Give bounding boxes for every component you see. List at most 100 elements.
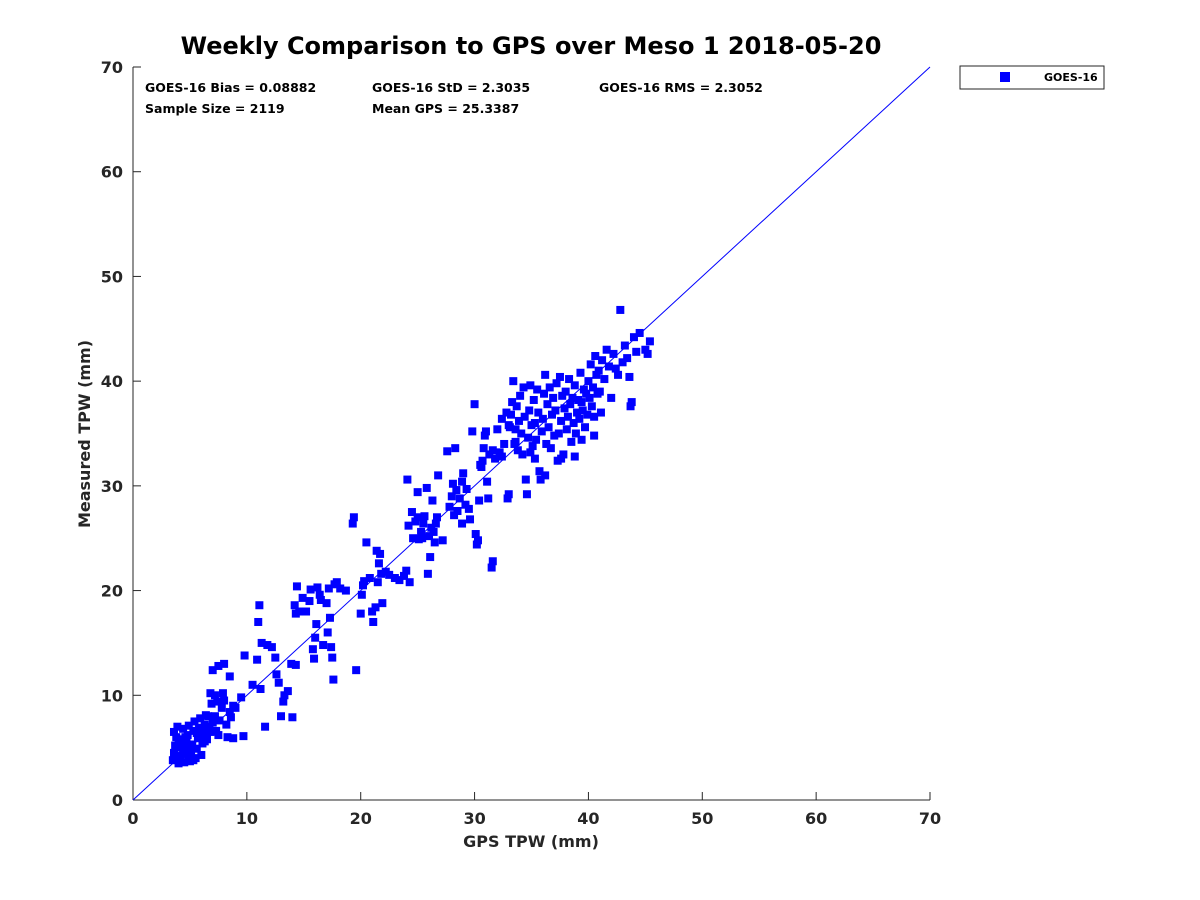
data-point bbox=[555, 372, 564, 381]
data-point bbox=[365, 574, 374, 583]
data-point bbox=[288, 713, 297, 722]
data-point bbox=[447, 492, 456, 501]
data-point bbox=[324, 584, 333, 593]
data-point bbox=[368, 607, 377, 616]
data-point bbox=[538, 414, 547, 423]
data-point bbox=[468, 427, 477, 436]
data-point bbox=[594, 366, 603, 375]
data-point bbox=[332, 578, 341, 587]
data-point bbox=[532, 435, 541, 444]
data-point bbox=[592, 370, 601, 379]
data-point bbox=[485, 450, 494, 459]
data-point bbox=[404, 521, 413, 530]
data-point bbox=[434, 471, 443, 480]
data-point bbox=[376, 549, 385, 558]
data-point bbox=[459, 469, 468, 478]
data-point bbox=[579, 385, 588, 394]
data-point bbox=[220, 659, 229, 668]
data-point bbox=[448, 479, 457, 488]
data-point bbox=[310, 654, 319, 663]
data-point bbox=[602, 345, 611, 354]
data-point bbox=[193, 734, 202, 743]
data-point bbox=[558, 391, 567, 400]
data-point bbox=[566, 400, 575, 409]
x-axis-ticks: 0 10 20 30 40 50 60 70 bbox=[127, 792, 941, 828]
data-point bbox=[632, 347, 641, 356]
data-point bbox=[519, 383, 528, 392]
data-point bbox=[614, 370, 623, 379]
data-point bbox=[205, 722, 214, 731]
y-axis-ticks: 0 10 20 30 40 50 60 70 bbox=[101, 58, 141, 810]
data-point bbox=[478, 456, 487, 465]
data-point bbox=[525, 406, 534, 415]
data-point bbox=[360, 577, 369, 586]
data-point bbox=[196, 714, 205, 723]
data-point bbox=[427, 523, 436, 532]
data-point bbox=[395, 576, 404, 585]
stats-annotations: GOES-16 Bias = 0.08882 GOES-16 StD = 2.3… bbox=[145, 80, 763, 116]
data-point bbox=[470, 400, 479, 409]
data-point bbox=[419, 519, 428, 528]
data-points bbox=[168, 305, 654, 768]
data-point bbox=[520, 412, 529, 421]
data-point bbox=[544, 423, 553, 432]
data-point bbox=[623, 354, 632, 363]
x-tick-label: 50 bbox=[691, 809, 713, 828]
data-point bbox=[445, 502, 454, 511]
data-point bbox=[491, 454, 500, 463]
data-point bbox=[315, 590, 324, 599]
data-point bbox=[267, 643, 276, 652]
data-point bbox=[328, 653, 337, 662]
data-point bbox=[484, 494, 493, 503]
data-point bbox=[561, 387, 570, 396]
legend: GOES-16 bbox=[959, 65, 1105, 90]
stat-mean-gps: Mean GPS = 25.3387 bbox=[372, 101, 519, 116]
data-point bbox=[214, 731, 223, 740]
data-point bbox=[541, 370, 550, 379]
data-point bbox=[479, 444, 488, 453]
data-point bbox=[199, 730, 208, 739]
y-tick-label: 30 bbox=[101, 477, 123, 496]
data-point bbox=[409, 534, 418, 543]
data-point bbox=[362, 538, 371, 547]
data-point bbox=[517, 429, 526, 438]
data-point bbox=[407, 508, 416, 517]
data-point bbox=[312, 620, 321, 629]
data-point bbox=[420, 512, 429, 521]
data-point bbox=[218, 689, 227, 698]
data-point bbox=[568, 393, 577, 402]
data-point bbox=[547, 410, 556, 419]
data-point bbox=[627, 398, 636, 407]
data-point bbox=[443, 447, 452, 456]
data-point bbox=[358, 581, 367, 590]
data-point bbox=[374, 559, 383, 568]
x-tick-label: 70 bbox=[919, 809, 941, 828]
data-point bbox=[480, 431, 489, 440]
x-tick-label: 20 bbox=[350, 809, 372, 828]
data-point bbox=[598, 356, 607, 365]
data-point bbox=[502, 408, 511, 417]
data-point bbox=[546, 444, 555, 453]
data-point bbox=[504, 421, 513, 430]
data-point bbox=[271, 653, 280, 662]
data-point bbox=[493, 425, 502, 434]
data-point bbox=[518, 450, 527, 459]
data-point bbox=[587, 402, 596, 411]
data-point bbox=[369, 617, 378, 626]
data-point bbox=[600, 375, 609, 384]
data-point bbox=[570, 452, 579, 461]
data-point bbox=[488, 446, 497, 455]
data-point bbox=[316, 595, 325, 604]
data-point bbox=[222, 720, 231, 729]
data-point bbox=[584, 377, 593, 386]
data-point bbox=[455, 494, 464, 503]
data-point bbox=[176, 755, 185, 764]
x-tick-label: 0 bbox=[127, 809, 138, 828]
data-point bbox=[526, 448, 535, 457]
data-point bbox=[522, 490, 531, 499]
y-tick-label: 60 bbox=[101, 163, 123, 182]
data-point bbox=[352, 666, 361, 675]
data-point bbox=[629, 333, 638, 342]
y-tick-label: 20 bbox=[101, 582, 123, 601]
data-point bbox=[451, 444, 460, 453]
